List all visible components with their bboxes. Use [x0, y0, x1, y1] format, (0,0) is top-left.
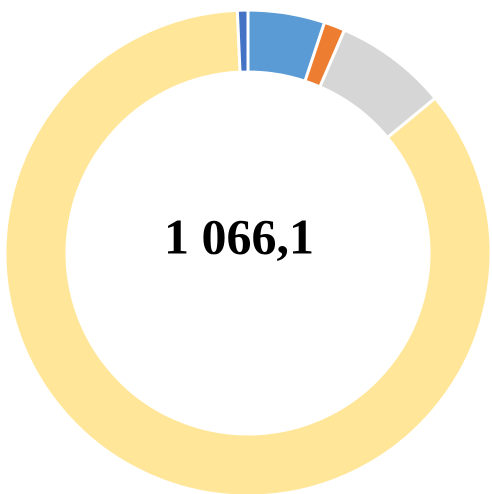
donut-slice [235, 8, 250, 74]
center-label: 1 066,1 [164, 208, 314, 264]
slices [3, 8, 492, 494]
donut-slice [3, 8, 492, 494]
